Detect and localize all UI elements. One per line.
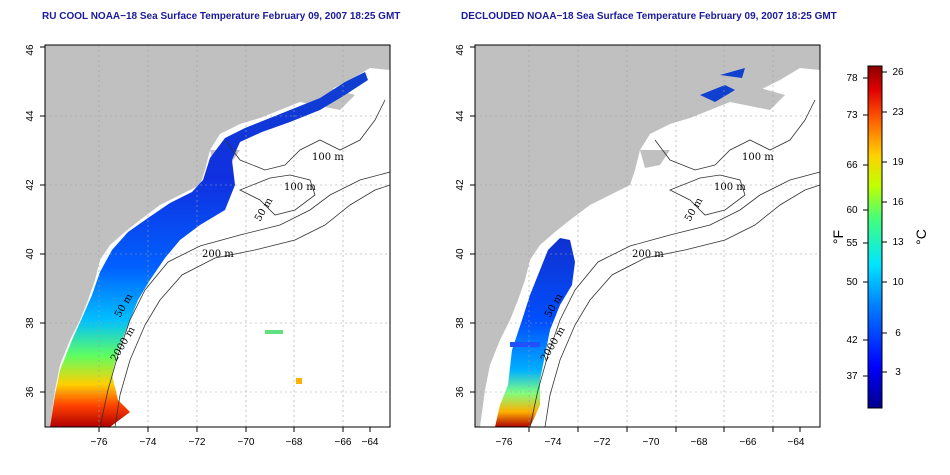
fahrenheit-unit-label: °F <box>830 230 846 244</box>
x-tick-label: −76 <box>496 437 513 448</box>
x-tick-label: −74 <box>140 437 157 448</box>
land-mass <box>45 45 390 427</box>
colorbar: 78 73 66 60 55 50 42 37 26 23 19 16 13 1… <box>830 65 929 409</box>
y-tick-label: 38 <box>455 317 466 329</box>
map-panel-left: −76 −74 −72 −70 −68 −66 −64 36 38 40 42 … <box>25 44 391 448</box>
fahrenheit-tick: 37 <box>846 371 858 382</box>
x-tick-label: −66 <box>335 437 352 448</box>
x-tick-label: −68 <box>286 437 303 448</box>
x-tick-label: −70 <box>238 437 255 448</box>
fahrenheit-tick: 60 <box>846 205 858 216</box>
contour-label: 100 m <box>742 152 774 163</box>
x-tick-label: −72 <box>189 437 206 448</box>
celsius-unit-label: °C <box>913 229 929 245</box>
land-mass <box>475 45 820 427</box>
celsius-tick: 10 <box>892 277 904 288</box>
x-tick-label: −70 <box>643 437 660 448</box>
map-title-right: DECLOUDED NOAA−18 Sea Surface Temperatur… <box>461 11 837 22</box>
contour-label: 100 m <box>312 152 344 163</box>
fahrenheit-tick: 42 <box>846 335 858 346</box>
x-tick-label: −76 <box>91 437 108 448</box>
celsius-tick: 13 <box>892 237 904 248</box>
celsius-tick: 16 <box>892 197 904 208</box>
fahrenheit-tick: 73 <box>846 110 858 121</box>
x-tick-label: −72 <box>594 437 611 448</box>
y-tick-label: 46 <box>25 44 36 56</box>
fahrenheit-tick: 78 <box>846 73 858 84</box>
contour-label: 200 m <box>632 249 664 260</box>
x-tick-label: −64 <box>362 437 379 448</box>
y-tick-label: 42 <box>25 179 36 191</box>
contour-label: 100 m <box>284 182 316 193</box>
sst-coastal-band <box>495 238 575 427</box>
y-tick-label: 40 <box>25 248 36 260</box>
map-title-left: RU COOL NOAA−18 Sea Surface Temperature … <box>42 11 401 22</box>
x-tick-label: −74 <box>545 437 562 448</box>
celsius-tick: 23 <box>892 107 904 118</box>
x-tick-label: −68 <box>691 437 708 448</box>
bathymetry-contours <box>99 99 391 428</box>
celsius-tick: 26 <box>892 67 904 78</box>
x-tick-label: −66 <box>740 437 757 448</box>
sst-coastal-band <box>50 72 368 427</box>
y-tick-label: 44 <box>25 110 36 122</box>
fahrenheit-tick: 55 <box>846 238 858 249</box>
map-panel-right: −76 −74 −72 −70 −68 −66 −64 36 38 40 42 … <box>455 44 821 448</box>
y-tick-label: 42 <box>455 179 466 191</box>
y-tick-label: 36 <box>25 386 36 398</box>
bathymetry-contours <box>529 99 821 428</box>
fahrenheit-tick: 66 <box>846 160 858 171</box>
contour-label: 100 m <box>714 182 746 193</box>
celsius-tick: 19 <box>892 157 904 168</box>
y-tick-label: 44 <box>455 110 466 122</box>
y-tick-label: 38 <box>25 317 36 329</box>
contour-label: 200 m <box>202 249 234 260</box>
y-tick-label: 40 <box>455 248 466 260</box>
x-tick-label: −64 <box>788 437 805 448</box>
celsius-tick: 3 <box>895 367 901 378</box>
y-tick-label: 46 <box>455 44 466 56</box>
fahrenheit-tick: 50 <box>846 277 858 288</box>
celsius-tick: 6 <box>895 328 901 339</box>
y-tick-label: 36 <box>455 386 466 398</box>
